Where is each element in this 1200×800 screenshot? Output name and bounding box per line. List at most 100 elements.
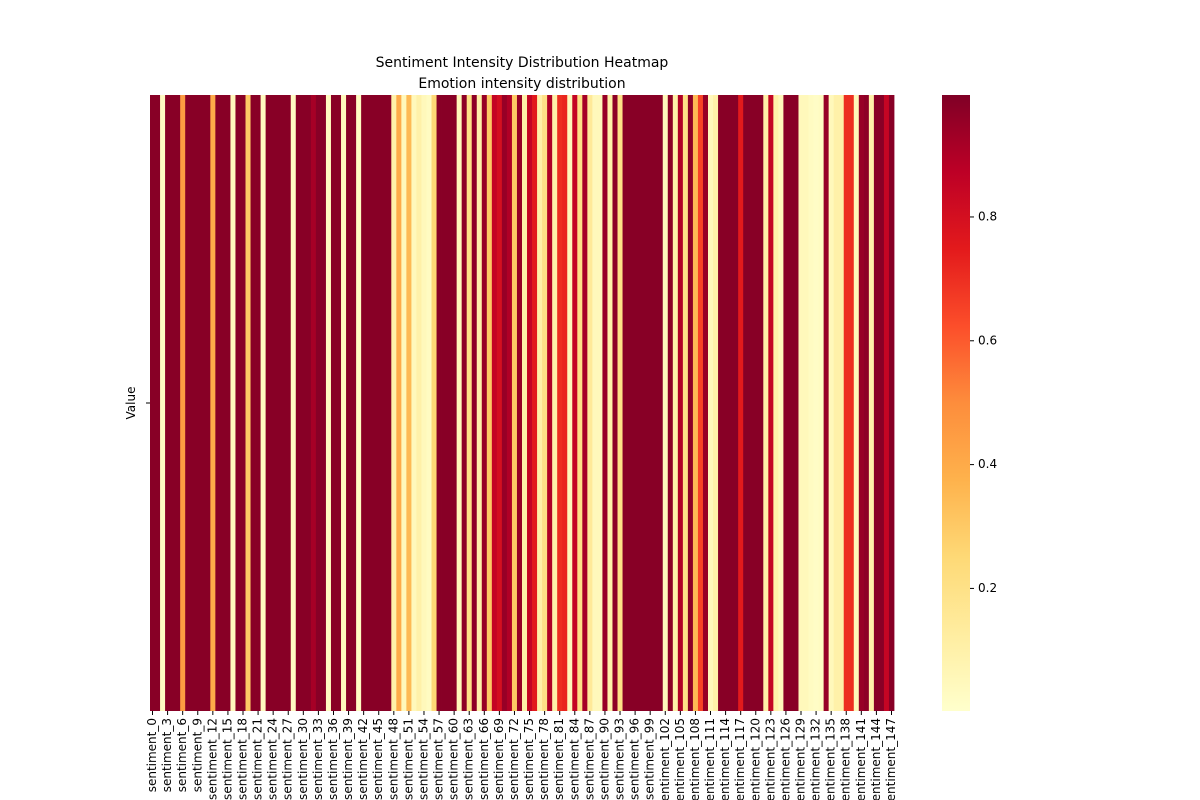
heatmap-cell [537,95,543,711]
heatmap-cell [863,95,870,711]
x-tick-label: sentiment_3 [160,718,174,792]
x-tick-label: sentiment_129 [794,718,808,800]
x-tick-label: sentiment_0 [145,718,159,792]
heatmap-cell [697,95,704,711]
x-tick-label: sentiment_42 [356,718,370,800]
heatmap-cell [622,95,628,711]
x-tick-label: sentiment_63 [462,718,476,800]
heatmap-cell [295,95,302,711]
heatmap-cell [341,95,347,711]
heatmap-cell [813,95,819,711]
heatmap-cell [305,95,312,711]
heatmap-cell [577,95,583,711]
heatmap-cell [843,95,850,711]
x-tick-label: sentiment_105 [673,718,687,800]
heatmap-cell [180,95,186,711]
heatmap-cell [325,95,332,711]
heatmap-cell [833,95,840,711]
heatmap-cell [386,95,392,711]
heatmap-cell [356,95,362,711]
heatmap-cell [597,95,603,711]
heatmap-cell [637,95,644,711]
x-tick-label: sentiment_21 [251,718,265,800]
heatmap-cell [783,95,789,711]
heatmap-cell [557,95,563,711]
x-tick-label: sentiment_48 [386,718,400,800]
heatmap-cell [466,95,473,711]
x-tick-label: sentiment_66 [477,718,491,800]
heatmap-cell [838,95,845,711]
heatmap-cell [486,95,493,711]
x-tick-label: sentiment_69 [492,718,506,800]
heatmap-cell [582,95,588,711]
x-tick-label: sentiment_45 [371,718,385,800]
heatmap-cell [733,95,739,711]
heatmap-cell [336,95,342,711]
x-tick-label: sentiment_54 [416,718,430,800]
x-tick-label: sentiment_99 [643,718,657,800]
x-tick-label: sentiment_75 [522,718,536,800]
x-tick-label: sentiment_117 [733,718,747,800]
heatmap-cell [511,95,518,711]
x-tick-label: sentiment_126 [778,718,792,800]
heatmap-cell [522,95,528,711]
heatmap-cell [250,95,256,711]
x-tick-label: sentiment_141 [854,718,868,800]
heatmap-cell [431,95,437,711]
heatmap-cell [738,95,744,711]
heatmap-cell [647,95,654,711]
heatmap-cell [396,95,402,711]
x-tick-label: sentiment_144 [869,718,883,800]
heatmap-cell [652,95,659,711]
x-tick-label: sentiment_12 [205,718,219,800]
heatmap-cell [406,95,412,711]
x-tick-label: sentiment_51 [401,718,415,800]
heatmap-cell [773,95,779,711]
heatmap-cell [215,95,221,711]
x-tick-label: sentiment_78 [537,718,551,800]
heatmap-cell [713,95,719,711]
heatmap-cell [662,95,669,711]
x-tick-label: sentiment_138 [839,718,853,800]
x-tick-label: sentiment_6 [175,718,189,792]
x-tick-label: sentiment_24 [266,718,280,800]
heatmap-cell [592,95,598,711]
heatmap-cell [200,95,206,711]
x-tick-label: sentiment_36 [326,718,340,800]
heatmap-cell [421,95,427,711]
heatmap-cell [310,95,317,711]
heatmap-cell [476,95,483,711]
x-tick-label: sentiment_9 [190,718,204,792]
heatmap-cell [632,95,639,711]
colorbar-tick-label: 0.6 [978,333,997,347]
x-tick-label: sentiment_72 [507,718,521,800]
heatmap-cell [728,95,734,711]
heatmap-cell [190,95,196,711]
x-tick-label: sentiment_102 [658,718,672,800]
heatmap-cell [808,95,814,711]
heatmap-cell [255,95,261,711]
colorbar-tick-label: 0.2 [978,581,997,595]
heatmap-cell [245,95,251,711]
x-tick-label: sentiment_96 [628,718,642,800]
chart-subtitle: Emotion intensity distribution [418,76,625,92]
heatmap-cell [210,95,216,711]
heatmap-cell [300,95,307,711]
heatmap-cell [567,95,573,711]
heatmap-cell [320,95,327,711]
x-tick-label: sentiment_81 [552,718,566,800]
heatmap-cell [160,95,166,711]
colorbar-tick-label: 0.4 [978,457,997,471]
heatmap-cell [798,95,804,711]
heatmap-cell [763,95,769,711]
heatmap-cell [451,95,458,711]
heatmap-cell [677,95,684,711]
heatmap-cell [240,95,246,711]
heatmap-cell [391,95,397,711]
heatmap-cell [371,95,377,711]
heatmap-cell [225,95,231,711]
heatmap-cell [381,95,387,711]
heatmap-cell [155,95,161,711]
heatmap-cell [501,95,508,711]
